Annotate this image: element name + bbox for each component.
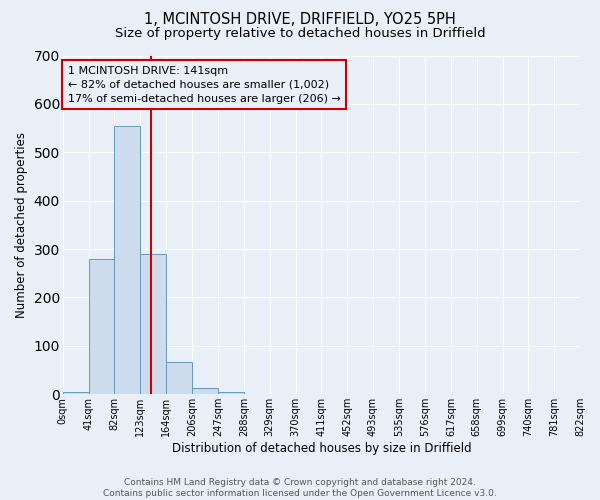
Text: Size of property relative to detached houses in Driffield: Size of property relative to detached ho… (115, 28, 485, 40)
Bar (63, 392, 89, 394)
Text: Contains HM Land Registry data © Crown copyright and database right 2024.
Contai: Contains HM Land Registry data © Crown c… (103, 478, 497, 498)
Bar (89, 259, 115, 394)
Text: 1 MCINTOSH DRIVE: 141sqm
← 82% of detached houses are smaller (1,002)
17% of sem: 1 MCINTOSH DRIVE: 141sqm ← 82% of detach… (68, 66, 341, 104)
X-axis label: Distribution of detached houses by size in Driffield: Distribution of detached houses by size … (172, 442, 471, 455)
Text: 1, MCINTOSH DRIVE, DRIFFIELD, YO25 5PH: 1, MCINTOSH DRIVE, DRIFFIELD, YO25 5PH (144, 12, 456, 28)
Bar (140, 254, 166, 394)
Bar (218, 392, 244, 394)
Bar (115, 126, 140, 394)
Y-axis label: Number of detached properties: Number of detached properties (15, 132, 28, 318)
Bar (166, 362, 193, 394)
Bar (193, 388, 218, 394)
